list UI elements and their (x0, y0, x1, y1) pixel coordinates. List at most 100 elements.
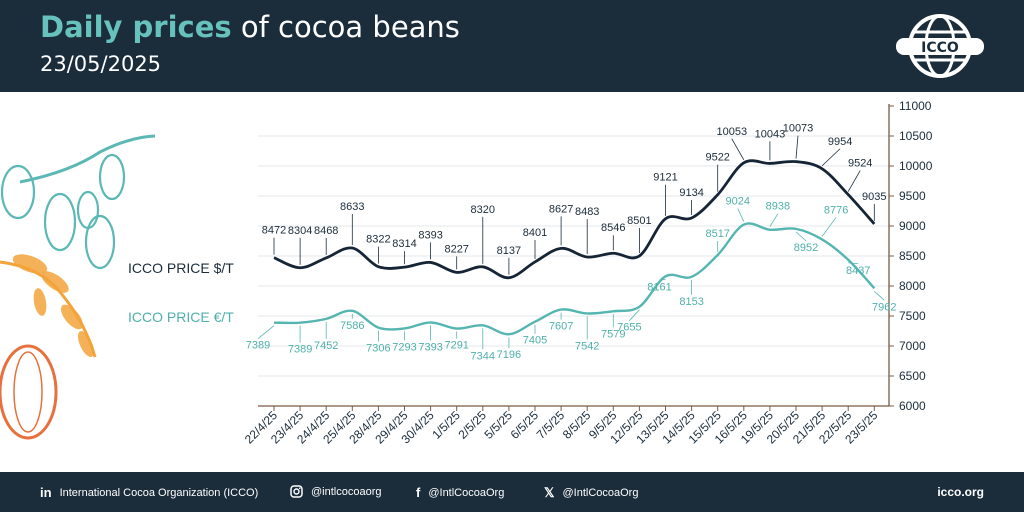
data-label-usd: 9524 (848, 158, 872, 170)
leaf-orange-1 (41, 271, 69, 293)
y-tick-label: 8500 (899, 249, 926, 263)
facebook-label: @IntlCocoaOrg (428, 486, 505, 499)
data-label-eur-leader (659, 278, 666, 281)
y-tick-label: 9000 (899, 219, 926, 233)
x-tick-label: 6/5/25 (508, 408, 542, 442)
x-tick-label: 5/5/25 (482, 408, 516, 442)
chart-series (273, 159, 876, 336)
pod-teal-2 (84, 214, 116, 270)
data-label-usd: 9121 (653, 172, 677, 184)
chart-legend: ICCO PRICE $/T ICCO PRICE €/T (128, 260, 234, 325)
instagram-icon (290, 485, 303, 498)
footer-linkedin[interactable]: in International Cocoa Organization (ICC… (40, 485, 258, 500)
leaf-orange-0 (12, 254, 48, 274)
branch-teal (19, 134, 156, 184)
footer-facebook[interactable]: f @IntlCocoaOrg (416, 485, 504, 500)
data-label-eur-leader (874, 290, 885, 301)
pod-teal-0 (0, 164, 36, 220)
x-icon: 𝕏 (544, 485, 555, 500)
data-label-eur: 7607 (549, 321, 573, 333)
x-tick-label: 2/5/25 (455, 408, 489, 442)
leaf-orange-2 (60, 304, 84, 330)
data-label-eur: 7655 (617, 322, 641, 334)
data-label-usd: 10073 (783, 123, 814, 135)
data-label-usd: 8633 (340, 201, 364, 213)
series-line-usd (273, 159, 876, 280)
data-label-eur: 7452 (314, 340, 338, 352)
pod-red (0, 344, 58, 440)
leaf-orange-3 (77, 331, 95, 357)
data-label-eur-leader (257, 325, 275, 339)
x-tick-label: 8/5/25 (560, 408, 594, 442)
data-label-usd: 10043 (755, 128, 786, 140)
data-label-usd: 8468 (314, 225, 338, 237)
data-label-eur: 7389 (288, 344, 312, 356)
data-label-eur: 7393 (418, 341, 442, 353)
data-label-eur: 7291 (444, 340, 468, 352)
data-label-eur-leader (737, 208, 745, 222)
chart-gridlines (258, 135, 889, 377)
title-rest: of cocoa beans (231, 10, 460, 44)
data-label-usd: 8322 (366, 234, 390, 246)
y-tick-label: 6000 (899, 399, 926, 413)
facebook-icon: f (416, 485, 421, 500)
data-label-usd: 9954 (828, 136, 852, 148)
legend-eur: ICCO PRICE €/T (128, 309, 234, 325)
y-tick-label: 8000 (899, 279, 926, 293)
data-label-eur: 7405 (523, 335, 547, 347)
footer-x[interactable]: 𝕏 @IntlCocoaOrg (544, 485, 638, 501)
data-label-eur: 8938 (766, 201, 790, 213)
title-strong: Daily prices (40, 10, 232, 44)
series-line-eur (273, 222, 876, 336)
y-tick-label: 10000 (899, 159, 933, 173)
data-label-eur-leader (821, 217, 837, 237)
data-label-usd-leader (731, 138, 745, 161)
logo-text: ICCO (921, 40, 959, 56)
data-label-usd: 8401 (523, 227, 547, 239)
instagram-label: @intlcocoaorg (311, 485, 382, 498)
data-label-eur: 7306 (366, 343, 390, 355)
cocoa-illustration (0, 134, 156, 440)
data-label-eur: 7196 (497, 349, 521, 361)
data-label-eur: 7579 (601, 328, 625, 340)
y-tick-label: 11000 (899, 99, 932, 113)
footer-instagram[interactable]: @intlcocoaorg (290, 485, 381, 498)
data-label-usd: 8320 (471, 204, 495, 216)
data-label-usd-leader (795, 135, 799, 159)
data-label-usd: 8501 (627, 215, 651, 227)
data-label-usd-leader (847, 170, 861, 192)
pod-teal-1 (43, 192, 77, 252)
data-label-usd: 8314 (392, 238, 416, 250)
data-label-usd-leader (821, 148, 841, 167)
y-tick-label: 7000 (899, 339, 926, 353)
report-date: 23/05/2025 (40, 52, 162, 76)
price-chart: 6000 6500 7000 7500 8000 8500 9000 9500 10000 105… (0, 99, 933, 446)
data-label-usd: 9035 (862, 191, 886, 203)
data-label-eur: 7293 (392, 341, 416, 353)
pod-teal-4 (76, 190, 100, 230)
data-label-usd: 8546 (601, 222, 625, 234)
data-label-eur-leader (848, 262, 859, 265)
data-label-eur-leader (769, 213, 779, 227)
data-label-eur: 8161 (647, 281, 671, 293)
header: Daily prices of cocoa beans 23/05/2025 I… (0, 0, 1024, 92)
linkedin-label: International Cocoa Organization (ICCO) (59, 486, 259, 499)
data-label-usd: 8627 (549, 203, 573, 215)
y-tick-label: 9500 (899, 189, 926, 203)
footer-site[interactable]: icco.org (937, 485, 984, 499)
data-label-usd: 10053 (717, 126, 748, 138)
y-tick-label: 7500 (899, 309, 926, 323)
data-label-eur: 8437 (846, 265, 870, 277)
icco-logo: ICCO (896, 14, 984, 78)
data-label-usd: 8472 (262, 225, 286, 237)
data-label-usd: 8227 (444, 243, 468, 255)
data-label-eur-leader (629, 309, 640, 321)
data-label-usd: 9522 (705, 152, 729, 164)
data-label-usd: 8483 (575, 206, 599, 218)
data-label-eur-leader (795, 231, 807, 242)
data-label-eur: 7542 (575, 340, 599, 352)
data-label-usd: 8393 (418, 229, 442, 241)
data-label-eur: 7586 (340, 320, 364, 332)
